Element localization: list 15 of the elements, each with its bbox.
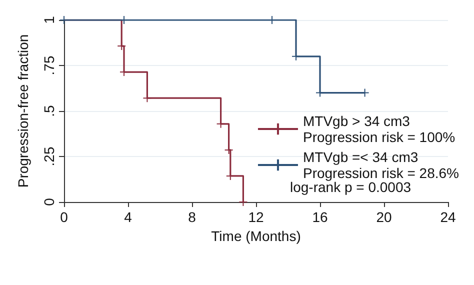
- x-tick-label: 12: [248, 209, 264, 225]
- y-tick-label: .5: [41, 104, 57, 117]
- x-tick-label: 8: [188, 209, 196, 225]
- y-axis-title: Progression-free fraction: [15, 34, 31, 188]
- y-tick-label: .25: [41, 146, 57, 166]
- y-tick-label: 0: [41, 198, 57, 206]
- x-axis-title: Time (Months): [211, 228, 301, 244]
- x-tick-label: 4: [124, 209, 132, 225]
- x-tick-label: 16: [312, 209, 328, 225]
- legend-label: MTVgb > 34 cm3 Progression risk = 100%: [302, 113, 456, 145]
- x-tick-label: 20: [376, 209, 392, 225]
- y-tick-label: .75: [41, 56, 57, 76]
- x-tick-label: 24: [440, 209, 456, 225]
- x-tick-label: 0: [60, 209, 68, 225]
- y-tick-label: 1: [41, 16, 57, 24]
